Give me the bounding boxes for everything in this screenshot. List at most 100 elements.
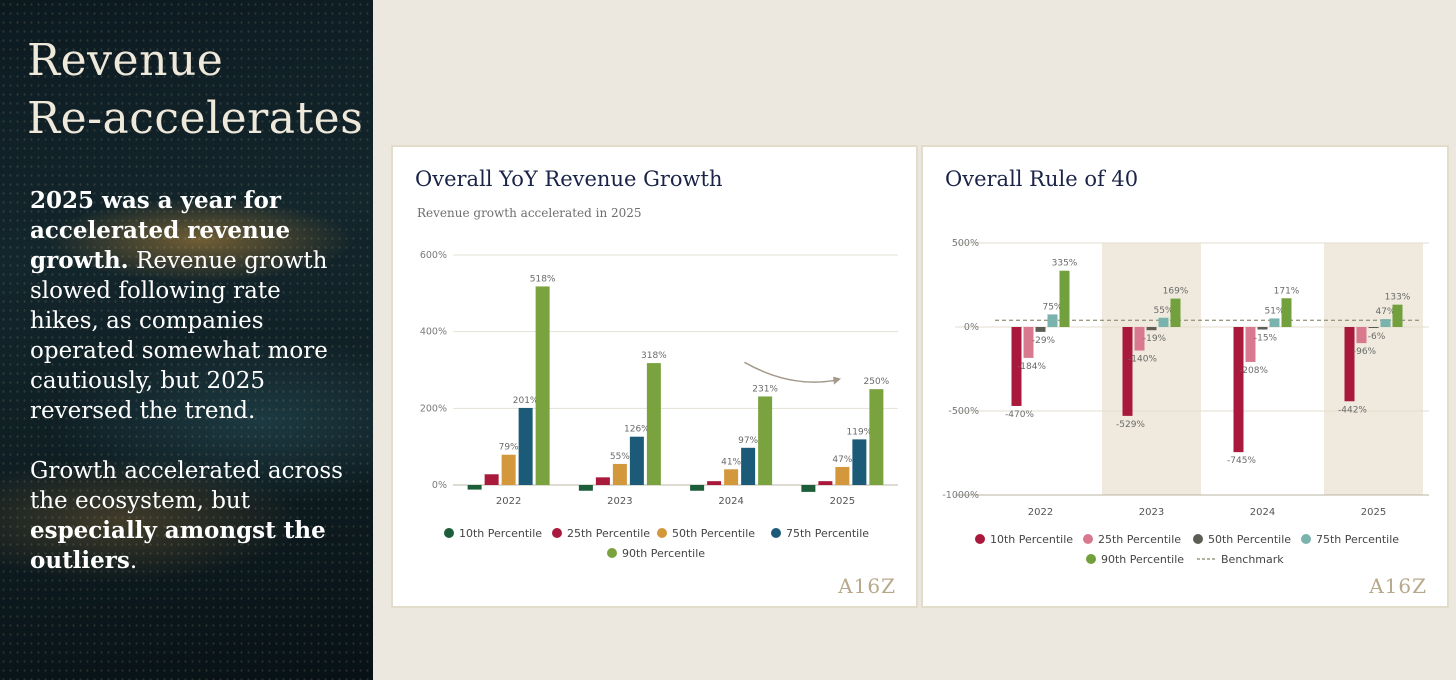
paragraph-1: 2025 was a year for accelerated revenue … (30, 186, 350, 426)
legend-marker (975, 534, 985, 544)
legend-marker (1193, 534, 1203, 544)
data-label: 55% (1153, 306, 1173, 316)
bar-90th-percentile-2024 (1281, 298, 1292, 327)
data-label: -140% (1128, 355, 1157, 365)
legend-marker (657, 528, 667, 538)
bar-10th-percentile-2024 (1233, 327, 1244, 453)
x-tick-label: 2025 (830, 496, 855, 507)
trend-arrow (744, 361, 840, 383)
x-tick-label: 2024 (718, 496, 743, 507)
data-label: 171% (1274, 286, 1300, 296)
legend-label: Benchmark (1221, 553, 1284, 566)
legend-label: 50th Percentile (1208, 533, 1291, 546)
legend-label: 90th Percentile (622, 547, 705, 560)
bar-10th-percentile-2025 (1344, 327, 1355, 402)
data-label: 133% (1385, 293, 1411, 303)
chart-subtitle: Revenue growth accelerated in 2025 (417, 206, 642, 220)
paragraph-2-end: . (129, 548, 138, 574)
bar-75th-percentile-2023 (629, 436, 644, 485)
background-texture (0, 0, 373, 680)
data-label: -19% (1143, 334, 1167, 344)
bar-50th-percentile-2022 (501, 454, 516, 485)
body-text: 2025 was a year for accelerated revenue … (30, 186, 350, 606)
bar-25th-percentile-2024 (707, 481, 722, 485)
paragraph-1-bold: 2025 was a year for accelerated revenue … (30, 187, 291, 274)
bar-75th-percentile-2022 (1047, 314, 1058, 327)
bar-90th-percentile-2022 (535, 286, 550, 485)
bar-90th-percentile-2023 (646, 363, 661, 485)
data-label: -96% (1353, 347, 1377, 357)
bar-10th-percentile-2022 (467, 485, 482, 490)
bar-50th-percentile-2025 (835, 466, 850, 485)
bar-75th-percentile-2022 (518, 407, 533, 485)
chart-title: Overall YoY Revenue Growth (415, 167, 723, 191)
bar-75th-percentile-2025 (1380, 319, 1391, 327)
trend-arrow-head (833, 376, 842, 385)
headline: Revenue Re-accelerates (27, 32, 363, 148)
x-tick-label: 2023 (607, 496, 632, 507)
data-label: 41% (721, 457, 741, 467)
y-tick-label: 500% (952, 238, 979, 249)
y-tick-label: 0% (964, 322, 979, 333)
legend-label: 25th Percentile (567, 527, 650, 540)
bar-50th-percentile-2025 (1368, 327, 1379, 329)
data-label: 335% (1052, 259, 1078, 269)
data-label: -29% (1032, 336, 1056, 346)
legend-label: 25th Percentile (1098, 533, 1181, 546)
bar-25th-percentile-2025 (818, 481, 833, 485)
bar-75th-percentile-2024 (1269, 318, 1280, 327)
bar-50th-percentile-2024 (1257, 327, 1268, 330)
a16z-logo: A16Z (1369, 574, 1427, 598)
bar-90th-percentile-2023 (1170, 298, 1181, 327)
headline-line-1: Revenue (27, 35, 224, 86)
left-panel: Revenue Re-accelerates 2025 was a year f… (0, 0, 373, 680)
x-tick-label: 2022 (1028, 507, 1053, 518)
legend-label: 50th Percentile (672, 527, 755, 540)
data-label: 51% (1264, 306, 1284, 316)
paragraph-2: Growth accelerated across the ecosystem,… (30, 456, 350, 576)
headline-line-2: Re-accelerates (27, 93, 364, 144)
data-label: -208% (1239, 366, 1268, 376)
bar-10th-percentile-2022 (1011, 327, 1022, 406)
bar-90th-percentile-2022 (1059, 270, 1070, 327)
bar-50th-percentile-2023 (612, 463, 627, 485)
legend-marker (771, 528, 781, 538)
bar-90th-percentile-2024 (758, 396, 773, 485)
bar-75th-percentile-2024 (741, 447, 756, 485)
data-label: -6% (1368, 332, 1386, 342)
data-label: 169% (1163, 287, 1189, 297)
data-label: 231% (752, 384, 778, 394)
legend-marker (1301, 534, 1311, 544)
x-tick-label: 2022 (496, 496, 521, 507)
y-tick-label: 0% (432, 480, 447, 491)
bar-90th-percentile-2025 (1392, 304, 1403, 327)
paragraph-2-bold: especially amongst the outliers (30, 517, 326, 574)
legend-marker (1086, 554, 1096, 564)
data-label: -470% (1005, 410, 1034, 420)
data-label: 318% (641, 351, 667, 361)
bar-90th-percentile-2025 (869, 389, 884, 485)
bar-25th-percentile-2022 (484, 474, 499, 485)
x-tick-label: 2024 (1250, 507, 1275, 518)
bar-25th-percentile-2023 (1134, 327, 1145, 351)
bar-50th-percentile-2022 (1035, 327, 1046, 332)
bar-75th-percentile-2025 (852, 439, 867, 485)
bar-10th-percentile-2023 (1122, 327, 1133, 416)
bar-25th-percentile-2022 (1023, 327, 1034, 358)
chart-title: Overall Rule of 40 (945, 167, 1139, 191)
data-label: 126% (624, 425, 650, 435)
bar-10th-percentile-2024 (690, 485, 705, 491)
paragraph-2-start: Growth accelerated across the ecosystem,… (30, 458, 343, 514)
legend-label: 75th Percentile (1316, 533, 1399, 546)
data-label: -442% (1338, 405, 1367, 415)
revenue-growth-chart: 0% 200% 400% 600% 79% 201% 518% 2022 55% 126% 318%… (420, 250, 898, 560)
y-tick-label: 400% (420, 327, 447, 338)
data-label: 75% (1042, 302, 1062, 312)
data-label: 47% (1375, 307, 1395, 317)
bar-25th-percentile-2024 (1245, 327, 1256, 362)
legend-marker (552, 528, 562, 538)
x-tick-label: 2023 (1139, 507, 1164, 518)
paragraph-1-rest: Revenue growth slowed following rate hik… (30, 248, 328, 424)
legend-marker (607, 548, 617, 558)
legend-label: 75th Percentile (786, 527, 869, 540)
